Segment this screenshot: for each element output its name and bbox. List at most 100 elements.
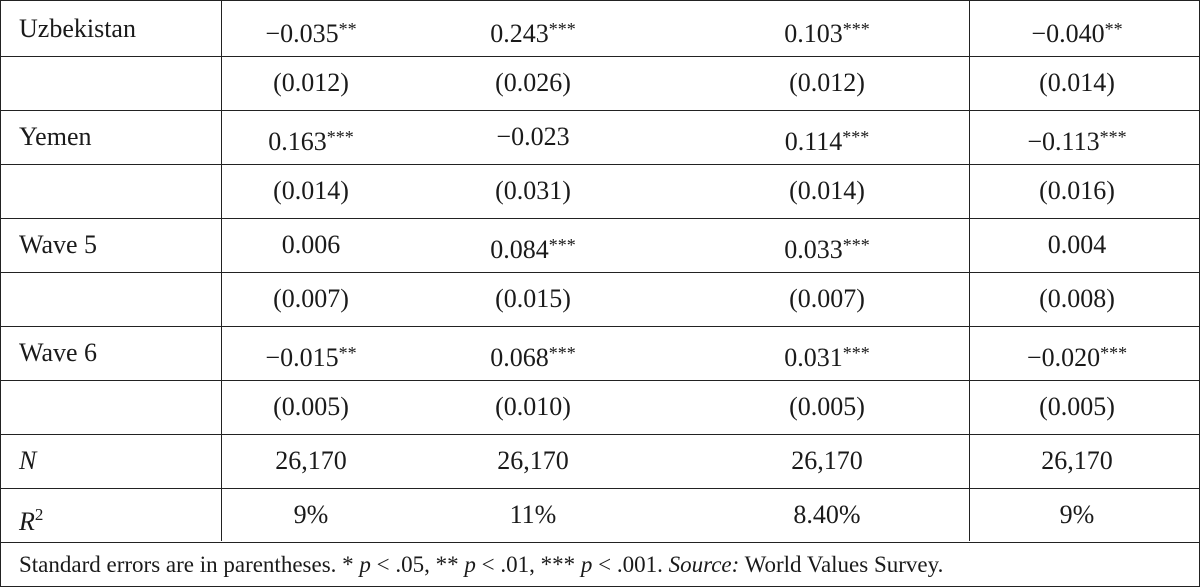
significance: *** bbox=[842, 343, 870, 363]
cell: (0.026) bbox=[495, 68, 571, 98]
cell: 26,170 bbox=[1041, 446, 1113, 476]
cell-value: (0.014) bbox=[273, 176, 349, 205]
cell-value: (0.005) bbox=[273, 392, 349, 421]
row-label-text: Uzbekistan bbox=[19, 14, 136, 43]
cell-value: 0.103 bbox=[784, 19, 843, 48]
cell-value: (0.031) bbox=[495, 176, 571, 205]
row-label: Uzbekistan bbox=[19, 14, 136, 44]
cell: 0.031*** bbox=[784, 338, 870, 373]
cell: (0.015) bbox=[495, 284, 571, 314]
cell: −0.113*** bbox=[1027, 122, 1126, 157]
cell: 0.004 bbox=[1048, 230, 1107, 260]
significance: *** bbox=[1100, 343, 1128, 363]
significance: *** bbox=[842, 235, 870, 255]
cell: (0.012) bbox=[273, 68, 349, 98]
cell: −0.035** bbox=[265, 14, 356, 49]
row-label-text: Wave 5 bbox=[19, 230, 98, 259]
cell-value: 0.031 bbox=[784, 343, 843, 372]
footnote-text: p bbox=[359, 552, 371, 577]
cell-value: (0.008) bbox=[1039, 284, 1115, 313]
cell: −0.015** bbox=[265, 338, 356, 373]
cell: 9% bbox=[294, 500, 329, 530]
footnote-text: Source: bbox=[668, 552, 740, 577]
cell-value: 26,170 bbox=[1041, 446, 1113, 475]
row-divider bbox=[1, 272, 1199, 273]
cell: (0.031) bbox=[495, 176, 571, 206]
cell-value: 0.163 bbox=[268, 127, 327, 156]
cell-value: 0.068 bbox=[490, 343, 549, 372]
row-divider bbox=[1, 434, 1199, 435]
cell: 8.40% bbox=[793, 500, 860, 530]
row-divider bbox=[1, 488, 1199, 489]
cell-value: 0.084 bbox=[490, 235, 549, 264]
cell-value: 0.243 bbox=[490, 19, 549, 48]
cell: 26,170 bbox=[497, 446, 569, 476]
row-label: Wave 5 bbox=[19, 230, 97, 260]
cell-value: (0.012) bbox=[789, 68, 865, 97]
cell: 0.068*** bbox=[490, 338, 576, 373]
row-divider bbox=[1, 218, 1199, 219]
cell-value: −0.015 bbox=[265, 343, 339, 372]
cell: 9% bbox=[1060, 500, 1095, 530]
cell: 0.163*** bbox=[268, 122, 354, 157]
cell-value: (0.007) bbox=[273, 284, 349, 313]
cell: (0.007) bbox=[273, 284, 349, 314]
cell: −0.040** bbox=[1031, 14, 1122, 49]
cell: 26,170 bbox=[791, 446, 863, 476]
column-divider bbox=[969, 1, 970, 541]
cell-value: (0.014) bbox=[789, 176, 865, 205]
cell: (0.005) bbox=[789, 392, 865, 422]
cell-value: 8.40% bbox=[793, 500, 861, 529]
row-divider bbox=[1, 164, 1199, 165]
cell-value: 0.006 bbox=[281, 230, 341, 259]
footnote-text: < .01, *** bbox=[475, 552, 581, 577]
cell: 0.114*** bbox=[785, 122, 870, 157]
row-label: R2 bbox=[19, 500, 43, 537]
cell-value: −0.023 bbox=[496, 122, 570, 151]
cell: (0.014) bbox=[1039, 68, 1115, 98]
cell-value: 26,170 bbox=[497, 446, 569, 475]
cell-value: (0.010) bbox=[495, 392, 571, 421]
cell-value: 26,170 bbox=[275, 446, 347, 475]
cell: −0.023 bbox=[496, 122, 569, 152]
cell: (0.008) bbox=[1039, 284, 1115, 314]
cell: 0.084*** bbox=[490, 230, 576, 265]
cell-value: −0.040 bbox=[1031, 19, 1105, 48]
cell-value: 9% bbox=[293, 500, 329, 529]
significance: *** bbox=[842, 127, 870, 147]
row-label: Wave 6 bbox=[19, 338, 97, 368]
cell-value: (0.005) bbox=[789, 392, 865, 421]
row-divider bbox=[1, 56, 1199, 57]
cell-value: 0.033 bbox=[784, 235, 843, 264]
significance: ** bbox=[338, 343, 357, 363]
cell-value: (0.026) bbox=[495, 68, 571, 97]
cell-value: (0.005) bbox=[1039, 392, 1115, 421]
cell: (0.016) bbox=[1039, 176, 1115, 206]
cell: (0.007) bbox=[789, 284, 865, 314]
row-label: N bbox=[19, 446, 36, 476]
significance: *** bbox=[548, 235, 576, 255]
cell-value: −0.113 bbox=[1027, 127, 1100, 156]
cell: (0.014) bbox=[273, 176, 349, 206]
cell-value: 26,170 bbox=[791, 446, 863, 475]
cell-value: (0.012) bbox=[273, 68, 349, 97]
footnote-text: p bbox=[464, 552, 476, 577]
cell-value: (0.015) bbox=[495, 284, 571, 313]
row-label-text: Wave 6 bbox=[19, 338, 98, 367]
cell: 0.243*** bbox=[490, 14, 576, 49]
cell-value: 0.004 bbox=[1047, 230, 1107, 259]
cell-value: 9% bbox=[1059, 500, 1095, 529]
row-divider bbox=[1, 542, 1199, 543]
cell: 26,170 bbox=[275, 446, 347, 476]
cell-value: (0.016) bbox=[1039, 176, 1115, 205]
cell: (0.010) bbox=[495, 392, 571, 422]
footnote-text: World Values Survey. bbox=[739, 552, 944, 577]
significance: ** bbox=[1104, 19, 1123, 39]
cell: 0.103*** bbox=[784, 14, 870, 49]
column-divider bbox=[221, 1, 222, 541]
cell: (0.014) bbox=[789, 176, 865, 206]
footnote-text: < .001. bbox=[592, 552, 669, 577]
cell: −0.020*** bbox=[1027, 338, 1127, 373]
footnote-text: < .05, ** bbox=[370, 552, 465, 577]
